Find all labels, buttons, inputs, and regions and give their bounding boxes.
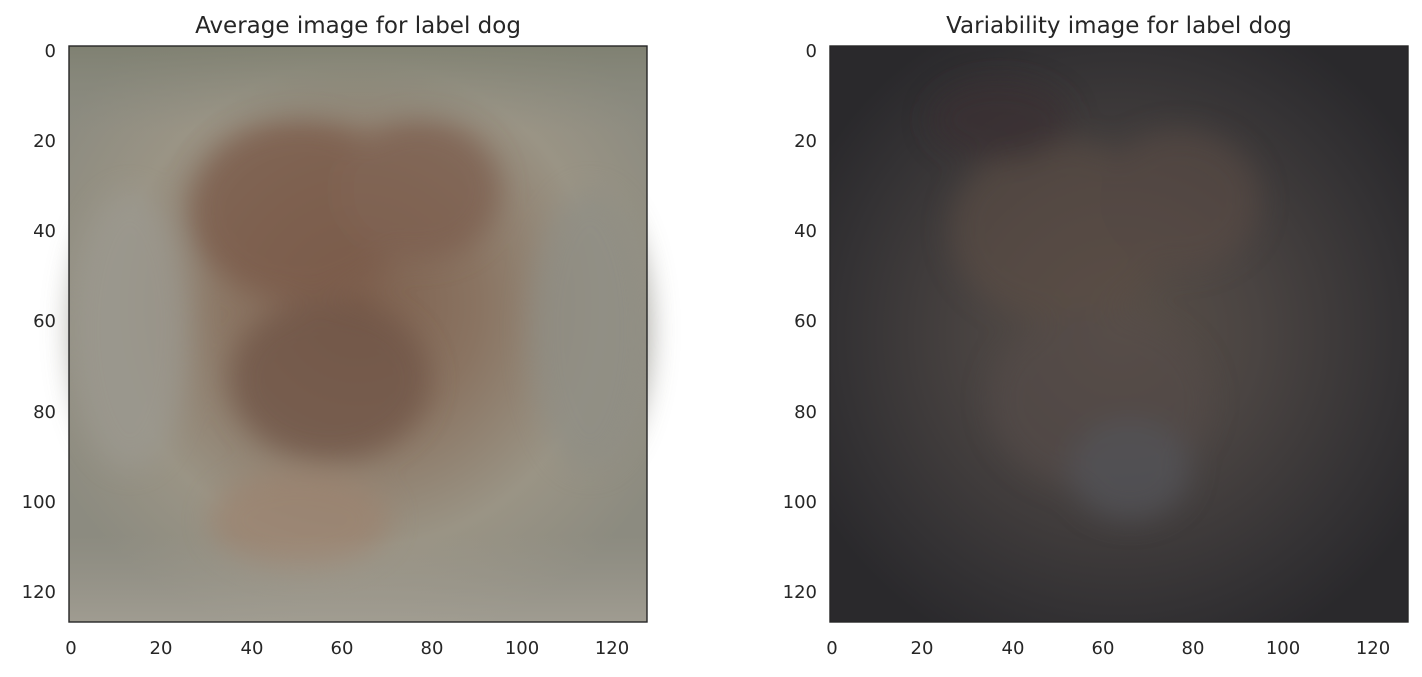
variability-y-tick-40: 40 xyxy=(794,221,817,242)
variability-x-tick-100: 100 xyxy=(1266,638,1300,659)
variability-panel: Variability image for label dog 0 20 40 … xyxy=(783,13,1409,659)
average-x-tick-20: 20 xyxy=(150,638,173,659)
average-y-tick-20: 20 xyxy=(33,131,56,152)
average-panel: Average image for label dog 0 20 40 60 8… xyxy=(22,13,650,659)
variability-image xyxy=(830,46,1408,622)
average-x-tick-80: 80 xyxy=(421,638,444,659)
average-y-tick-80: 80 xyxy=(33,402,56,423)
variability-title: Variability image for label dog xyxy=(946,13,1292,39)
average-title: Average image for label dog xyxy=(195,13,521,39)
average-y-tick-60: 60 xyxy=(33,311,56,332)
average-x-tick-40: 40 xyxy=(241,638,264,659)
average-y-tick-100: 100 xyxy=(22,492,56,513)
average-x-tick-0: 0 xyxy=(65,638,76,659)
variability-y-tick-60: 60 xyxy=(794,311,817,332)
average-y-tick-40: 40 xyxy=(33,221,56,242)
average-y-tick-120: 120 xyxy=(22,582,56,603)
variability-x-ticks: 0 20 40 60 80 100 120 xyxy=(826,638,1390,659)
variability-y-tick-100: 100 xyxy=(783,492,817,513)
average-plot-frame xyxy=(68,45,648,623)
variability-x-tick-40: 40 xyxy=(1002,638,1025,659)
average-x-tick-60: 60 xyxy=(331,638,354,659)
variability-x-tick-60: 60 xyxy=(1092,638,1115,659)
variability-y-ticks: 0 20 40 60 80 100 120 xyxy=(783,41,817,603)
average-y-ticks: 0 20 40 60 80 100 120 xyxy=(22,41,56,603)
variability-y-tick-0: 0 xyxy=(806,41,817,62)
variability-x-tick-80: 80 xyxy=(1182,638,1205,659)
variability-x-tick-20: 20 xyxy=(911,638,934,659)
average-x-tick-120: 120 xyxy=(595,638,629,659)
variability-y-tick-80: 80 xyxy=(794,402,817,423)
average-x-ticks: 0 20 40 60 80 100 120 xyxy=(65,638,629,659)
average-image xyxy=(69,46,650,622)
variability-x-tick-120: 120 xyxy=(1356,638,1390,659)
variability-x-tick-0: 0 xyxy=(826,638,837,659)
variability-y-tick-20: 20 xyxy=(794,131,817,152)
average-y-tick-0: 0 xyxy=(45,41,56,62)
variability-y-tick-120: 120 xyxy=(783,582,817,603)
variability-plot-frame xyxy=(829,45,1409,623)
average-x-tick-100: 100 xyxy=(505,638,539,659)
